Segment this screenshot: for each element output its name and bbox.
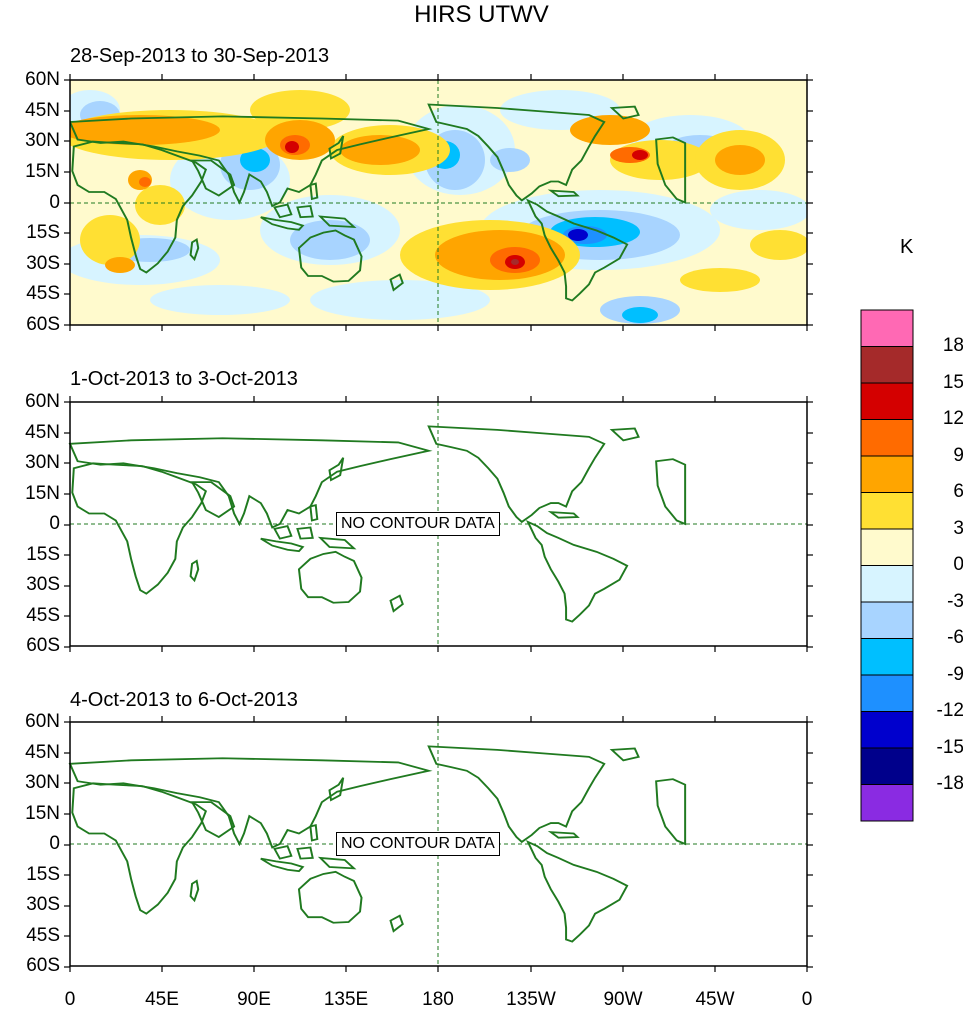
colorbar-label: 6: [953, 481, 963, 502]
colorbar-label: -3: [947, 591, 963, 612]
colorbar-label: 12: [942, 408, 963, 429]
lat-label: 45S: [26, 605, 60, 626]
colorbar-box-3: [860, 419, 914, 457]
panel-2-title: 1-Oct-2013 to 3-Oct-2013: [70, 368, 298, 390]
colorbar-label: -6: [947, 627, 963, 648]
lat-label: 60S: [26, 955, 60, 976]
lat-label: 45N: [25, 100, 60, 121]
lon-label: 135E: [323, 989, 369, 1010]
colorbar-box-2: [860, 382, 914, 420]
lat-label: 15N: [25, 483, 60, 504]
colorbar-box-0: [860, 309, 914, 347]
colorbar-label: -15: [936, 737, 963, 758]
lat-label: 0: [49, 513, 60, 534]
colorbar-label: -9: [947, 664, 963, 685]
panel-1-title: 28-Sep-2013 to 30-Sep-2013: [70, 45, 330, 67]
colorbar-label: 9: [953, 445, 963, 466]
main-title: HIRS UTWV: [414, 1, 549, 28]
lat-label: 30N: [25, 130, 60, 151]
lon-label: 180: [422, 989, 454, 1010]
lat-label: 60S: [26, 635, 60, 656]
panel-1-map: [69, 79, 808, 326]
colorbar-box-5: [860, 492, 914, 530]
colorbar-box-13: [860, 784, 914, 822]
colorbar-box-6: [860, 528, 914, 566]
colorbar-box-9: [860, 638, 914, 676]
lon-label: 135W: [506, 989, 556, 1010]
colorbar-unit: K: [900, 236, 914, 258]
lon-label: 90W: [603, 989, 643, 1010]
panel-3-status: NO CONTOUR DATA: [336, 832, 500, 856]
lat-label: 30S: [26, 253, 60, 274]
lat-label: 30N: [25, 452, 60, 473]
lat-label: 15N: [25, 803, 60, 824]
colorbar-box-8: [860, 601, 914, 639]
lat-label: 45S: [26, 925, 60, 946]
colorbar-label: -12: [936, 700, 963, 721]
colorbar-box-11: [860, 711, 914, 749]
lon-label: 45W: [695, 989, 735, 1010]
colorbar-label: -18: [936, 773, 963, 794]
panel-2-status: NO CONTOUR DATA: [336, 512, 500, 536]
lat-label: 15S: [26, 864, 60, 885]
axis-ticks: [63, 73, 814, 973]
colorbar-label: 0: [953, 554, 963, 575]
lat-label: 60S: [26, 314, 60, 335]
colorbar-label: 18: [942, 335, 963, 356]
lat-label: 15N: [25, 161, 60, 182]
lon-label: 0: [801, 989, 813, 1010]
colorbar-box-4: [860, 455, 914, 493]
lat-label: 30S: [26, 894, 60, 915]
colorbar-label: 15: [942, 372, 963, 393]
lat-label: 30N: [25, 772, 60, 793]
lat-label: 15S: [26, 222, 60, 243]
lon-label: 45E: [145, 989, 179, 1010]
colorbar-box-7: [860, 565, 914, 603]
colorbar: [860, 309, 914, 822]
colorbar-box-10: [860, 674, 914, 712]
lat-label: 15S: [26, 544, 60, 565]
colorbar-box-1: [860, 346, 914, 384]
lon-label: 0: [64, 989, 76, 1010]
lat-label: 45N: [25, 742, 60, 763]
lon-label: 90E: [237, 989, 271, 1010]
panel-3-title: 4-Oct-2013 to 6-Oct-2013: [70, 689, 298, 711]
colorbar-box-12: [860, 747, 914, 785]
lat-label: 45N: [25, 422, 60, 443]
lat-label: 60N: [25, 711, 60, 732]
lat-label: 0: [49, 833, 60, 854]
lat-label: 60N: [25, 69, 60, 90]
lat-label: 0: [49, 192, 60, 213]
lat-label: 30S: [26, 574, 60, 595]
colorbar-label: 3: [953, 518, 963, 539]
lat-label: 45S: [26, 283, 60, 304]
lat-label: 60N: [25, 391, 60, 412]
